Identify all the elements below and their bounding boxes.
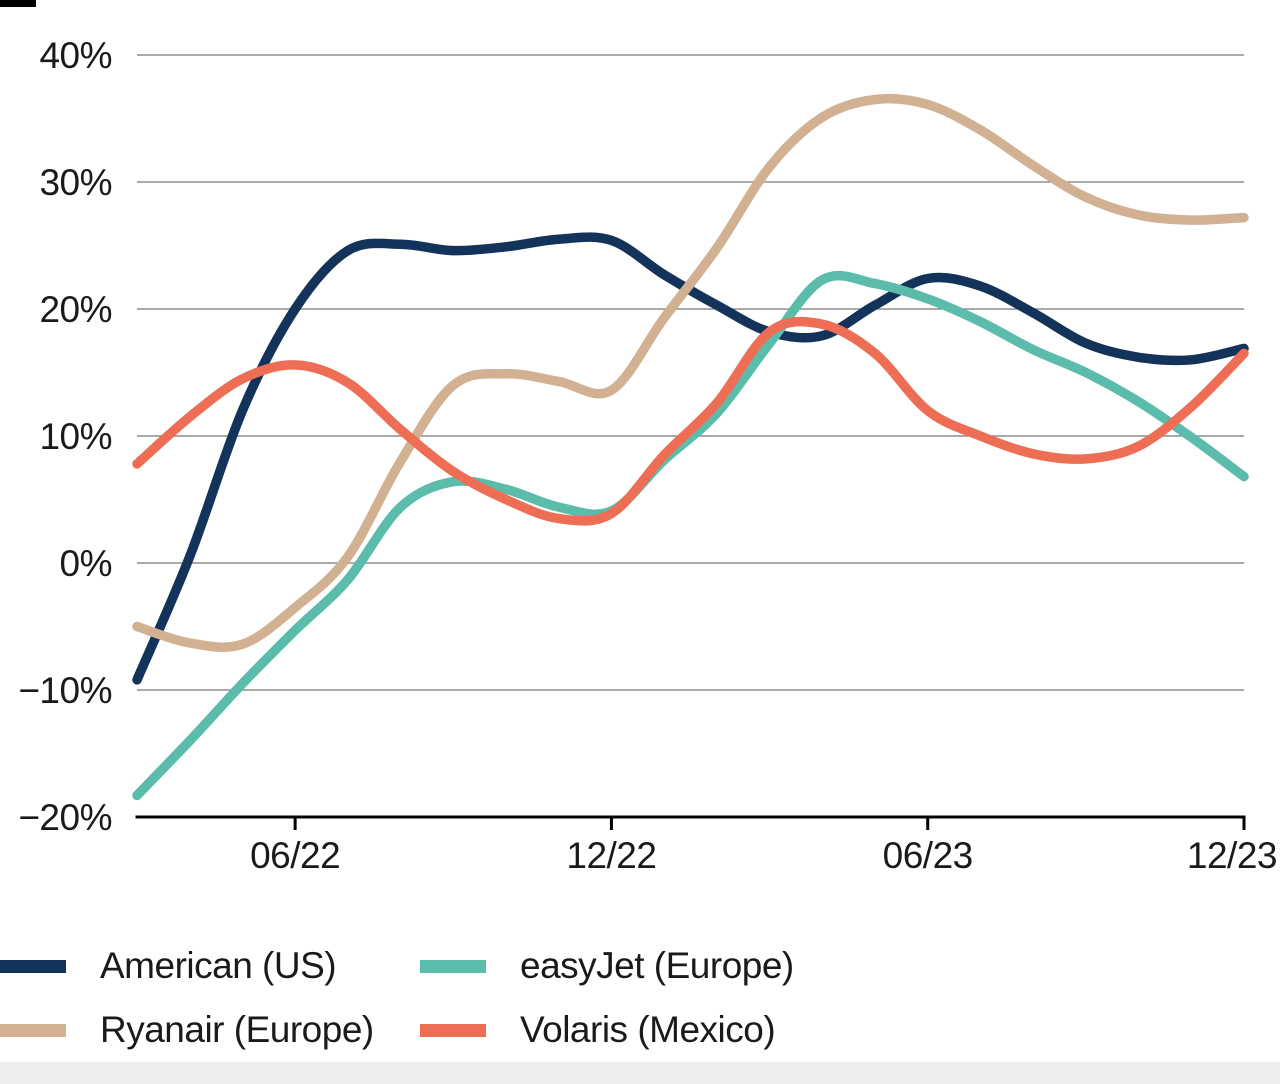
bottom-strip — [0, 1062, 1280, 1084]
legend-swatch-ryanair — [0, 1023, 66, 1037]
y-tick-label-40: 40% — [39, 35, 112, 76]
series-line-volaris-mexico — [132, 316, 1249, 526]
y-tick-label--10: −10% — [18, 670, 112, 711]
legend-item-volaris: Volaris (Mexico) — [420, 998, 794, 1062]
legend-label-american: American (US) — [100, 945, 337, 986]
legend-item-ryanair: Ryanair (Europe) — [0, 998, 420, 1062]
corner-mark — [0, 0, 36, 7]
legend-swatch-easyjet — [420, 959, 486, 973]
legend-swatch-volaris — [420, 1023, 486, 1037]
y-tick-label--20: −20% — [18, 797, 112, 838]
legend-column-left: American (US) Ryanair (Europe) — [0, 934, 420, 1062]
x-tick-label-12/23: 12/23 — [1187, 835, 1277, 876]
x-tick-label-06/23: 06/23 — [883, 835, 973, 876]
y-tick-label-10: 10% — [39, 416, 112, 457]
legend-column-right: easyJet (Europe) Volaris (Mexico) — [420, 934, 794, 1062]
y-tick-label-0: 0% — [60, 543, 112, 584]
line-chart: 40% 30% 20% 10% 0% −10% −20% 06/22 12/22 06/23 12/… — [18, 35, 1277, 876]
x-tick-label-12/22: 12/22 — [566, 835, 656, 876]
legend-label-volaris: Volaris (Mexico) — [520, 1009, 776, 1050]
legend-label-easyjet: easyJet (Europe) — [520, 945, 794, 986]
legend-item-american: American (US) — [0, 934, 420, 998]
legend-swatch-american — [0, 959, 66, 973]
x-tick-label-06/22: 06/22 — [250, 835, 340, 876]
legend-item-easyjet: easyJet (Europe) — [420, 934, 794, 998]
y-tick-label-30: 30% — [39, 162, 112, 203]
series-line-easyjet-europe — [132, 270, 1249, 801]
legend-label-ryanair: Ryanair (Europe) — [100, 1009, 374, 1050]
series-line-ryanair-europe — [132, 93, 1249, 653]
legend: American (US) Ryanair (Europe) easyJet (… — [0, 934, 794, 1062]
y-tick-label-20: 20% — [39, 289, 112, 330]
series-line-american-us — [132, 232, 1249, 685]
